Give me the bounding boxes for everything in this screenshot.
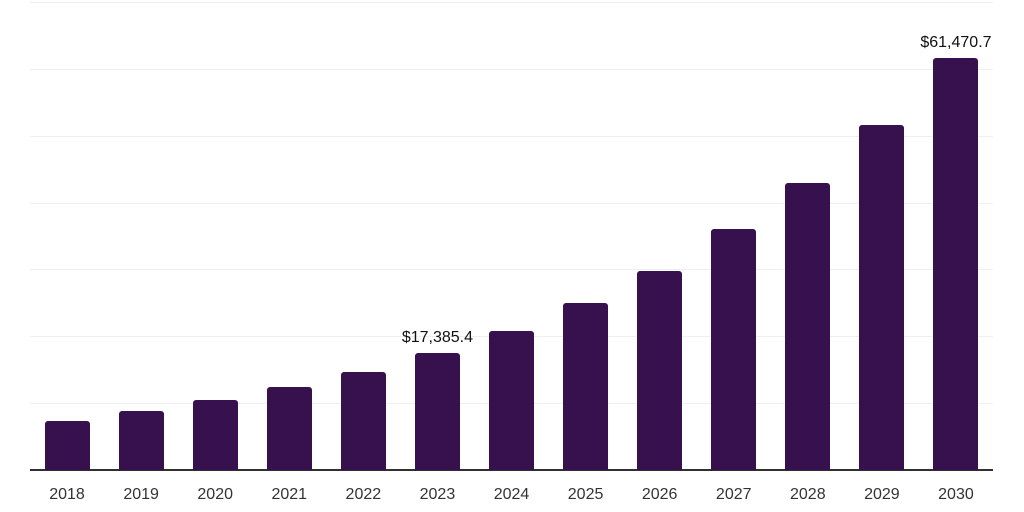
bar-2021[interactable] [267, 387, 312, 470]
x-tick-2028: 2028 [790, 486, 826, 503]
bar-2024[interactable] [489, 331, 534, 470]
x-tick-2030: 2030 [938, 486, 974, 503]
bar-2025[interactable] [563, 303, 608, 470]
bar-2019[interactable] [119, 411, 164, 470]
bar-2018[interactable] [45, 421, 90, 470]
value-label-2030: $61,470.7 [920, 34, 992, 51]
x-tick-2019: 2019 [123, 486, 159, 503]
x-axis-line [30, 469, 993, 471]
value-label-2023: $17,385.4 [401, 329, 474, 346]
x-tick-2023: 2023 [419, 486, 456, 503]
x-tick-2018: 2018 [49, 486, 85, 503]
bar-2026[interactable] [637, 271, 682, 470]
x-tick-2026: 2026 [641, 486, 678, 503]
x-tick-2022: 2022 [345, 486, 382, 503]
bar-2028[interactable] [785, 183, 830, 470]
x-tick-2027: 2027 [715, 486, 752, 503]
bar-2023[interactable] [415, 353, 460, 470]
gridline-40000 [30, 203, 993, 204]
gridline-50000 [30, 136, 993, 137]
bar-2029[interactable] [859, 125, 904, 470]
gridline-30000 [30, 269, 993, 270]
bar-2022[interactable] [341, 372, 386, 470]
x-tick-2021: 2021 [271, 486, 308, 503]
gridline-60000 [30, 69, 993, 70]
x-tick-2025: 2025 [567, 486, 604, 503]
bar-2030[interactable] [933, 58, 978, 470]
gridline-70000 [30, 2, 993, 3]
bar-2020[interactable] [193, 400, 238, 470]
x-tick-2024: 2024 [493, 486, 530, 503]
x-tick-2020: 2020 [197, 486, 233, 503]
x-tick-2029: 2029 [864, 486, 900, 503]
bar-2027[interactable] [711, 229, 756, 470]
